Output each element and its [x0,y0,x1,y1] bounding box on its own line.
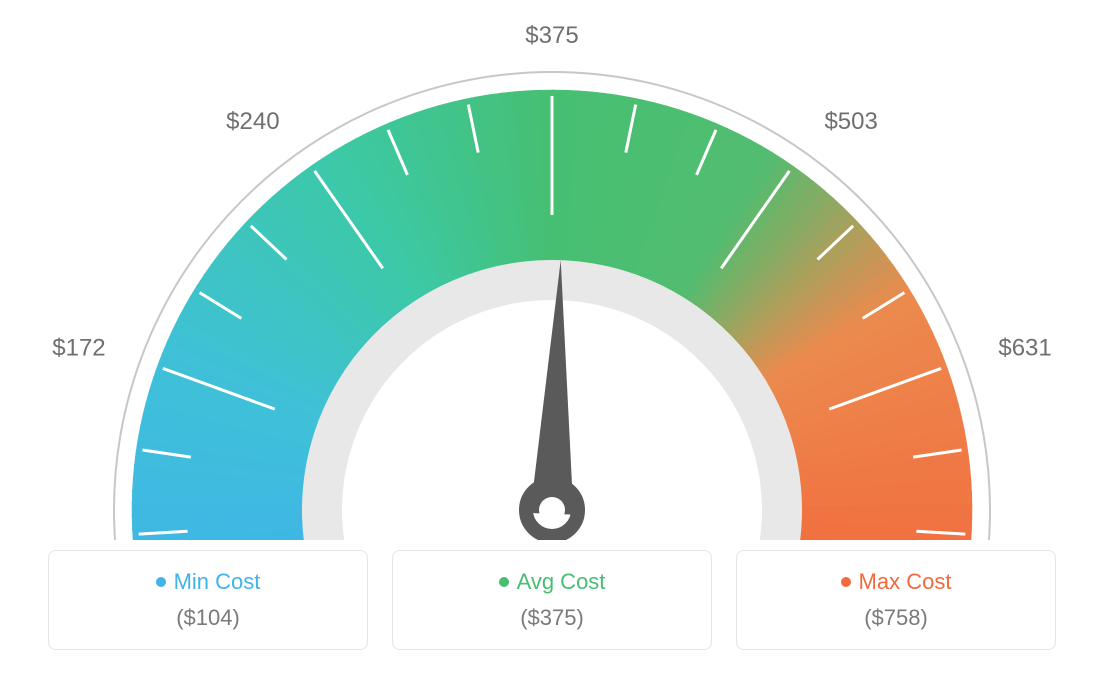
svg-text:$631: $631 [998,335,1051,362]
legend-label-avg: Avg Cost [499,569,606,595]
legend-label-text: Avg Cost [517,569,606,595]
legend-value-min: ($104) [176,605,240,631]
legend-card-avg: Avg Cost ($375) [392,550,712,650]
legend-value-max: ($758) [864,605,928,631]
dot-icon [499,577,509,587]
legend-row: Min Cost ($104) Avg Cost ($375) Max Cost… [0,550,1104,650]
legend-card-max: Max Cost ($758) [736,550,1056,650]
dot-icon [841,577,851,587]
svg-text:$375: $375 [525,22,578,49]
chart-container: $104$172$240$375$503$631$758 Min Cost ($… [0,0,1104,690]
legend-value-avg: ($375) [520,605,584,631]
legend-label-min: Min Cost [156,569,261,595]
gauge: $104$172$240$375$503$631$758 [52,20,1052,540]
svg-text:$240: $240 [226,108,279,135]
dot-icon [156,577,166,587]
legend-label-text: Max Cost [859,569,952,595]
legend-label-max: Max Cost [841,569,952,595]
svg-text:$172: $172 [52,335,105,362]
legend-label-text: Min Cost [174,569,261,595]
legend-card-min: Min Cost ($104) [48,550,368,650]
svg-text:$503: $503 [824,108,877,135]
